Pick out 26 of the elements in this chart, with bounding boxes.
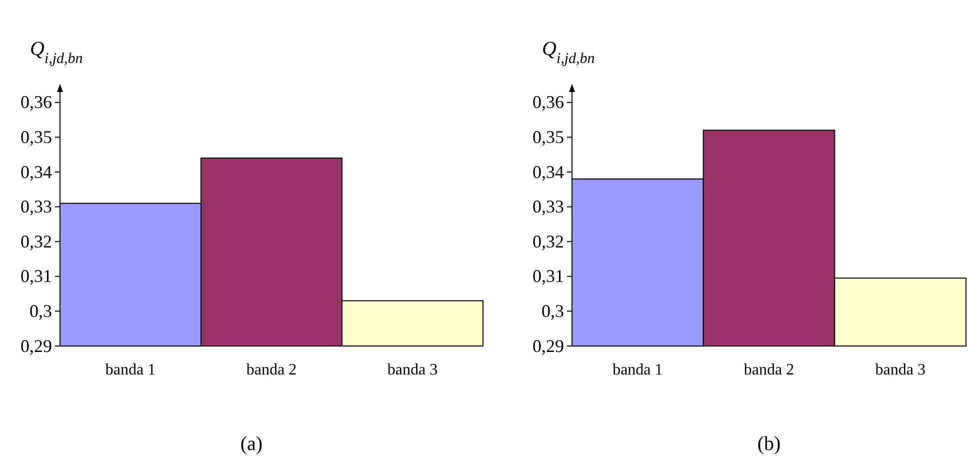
y-tick-label: 0,32 (20, 231, 52, 252)
x-tick-label: banda 3 (875, 362, 926, 379)
x-tick-label: banda 2 (744, 362, 794, 379)
y-tick-label: 0,31 (20, 266, 52, 286)
y-tick-label: 0,35 (532, 126, 564, 147)
x-tick-label: banda 1 (612, 362, 663, 379)
y-axis-title: Q$_{i,jd,bn}$ (30, 38, 83, 67)
y-tick-label: 0,32 (532, 231, 564, 252)
y-tick-label: 0,3 (542, 300, 564, 321)
y-tick-label: 0,33 (532, 196, 564, 217)
y-tick-label: 0,36 (532, 92, 564, 112)
x-tick-label: banda 2 (246, 362, 297, 379)
y-tick-label: 0,36 (20, 92, 52, 112)
y-tick-label: 0,29 (20, 336, 52, 356)
x-tick-label: banda 3 (387, 362, 438, 379)
text: (a) (240, 433, 263, 455)
y-tick-label: 0,34 (20, 162, 52, 182)
text: (b) (757, 433, 781, 455)
y-tick-label: 0,35 (20, 126, 52, 147)
y-tick-label: 0,3 (30, 300, 52, 321)
y-tick-label: 0,33 (20, 196, 52, 217)
x-tick-label: banda 1 (105, 362, 156, 379)
y-tick-label: 0,31 (532, 266, 564, 286)
y-axis-title: Q$_{i,jd,bn}$ (542, 38, 595, 67)
y-tick-label: 0,29 (532, 336, 564, 356)
y-tick-label: 0,34 (532, 162, 564, 182)
